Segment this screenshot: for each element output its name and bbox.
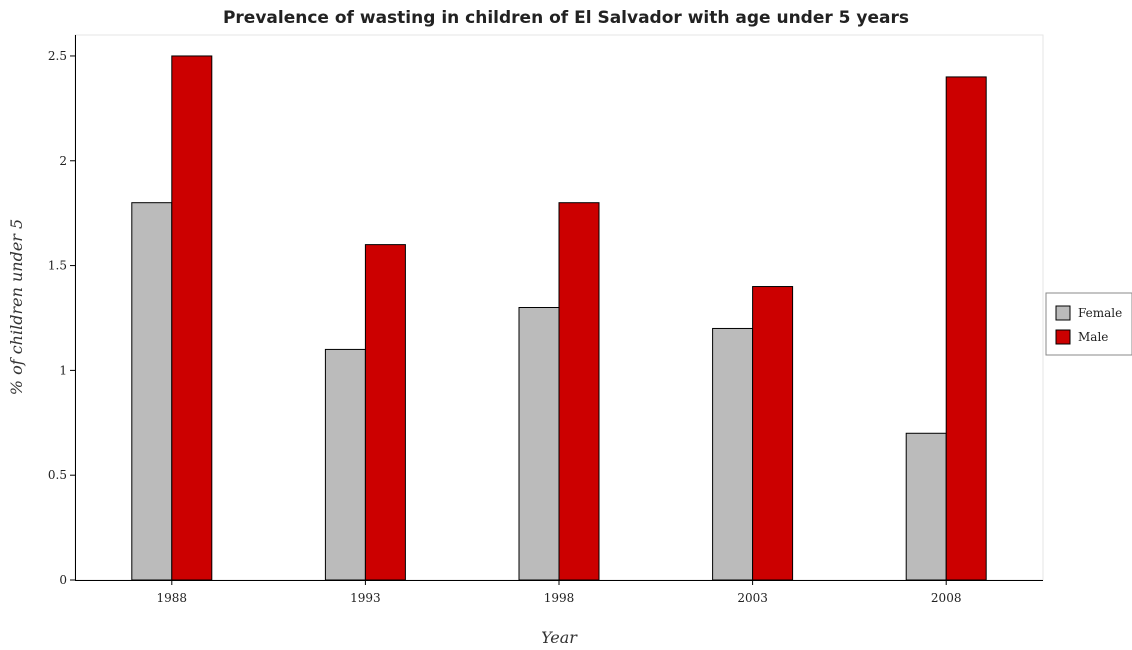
legend-box (1045, 292, 1132, 356)
y-tick-label: 0.5 (48, 468, 67, 482)
y-ticks-group: 0 0.5 1 1.5 2 2.5 (48, 49, 75, 587)
legend-swatch-male (1055, 329, 1071, 345)
bar-male-1993 (364, 244, 406, 581)
bar-female-1993 (324, 348, 366, 581)
bar-male-2008 (945, 76, 987, 581)
x-tick-label: 1998 (544, 591, 575, 605)
x-tick-label: 1988 (157, 591, 188, 605)
y-axis-title: % of children under 5 (7, 219, 26, 395)
legend-swatch-female (1055, 305, 1071, 321)
bar-female-2008 (905, 432, 947, 581)
bar-male-1988 (171, 55, 213, 581)
bar-female-1988 (131, 202, 173, 581)
x-ticks-group: 1988 1993 1998 2003 2008 (157, 580, 962, 605)
legend-label-female: Female (1078, 306, 1122, 320)
y-tick-label: 2 (59, 154, 67, 168)
bars-group (131, 55, 987, 581)
x-tick-label: 2008 (931, 591, 962, 605)
y-tick-label: 1.5 (48, 259, 67, 273)
y-tick-label: 0 (59, 573, 67, 587)
bar-female-1998 (518, 307, 560, 581)
legend: Female Male (1045, 292, 1132, 356)
bar-female-2003 (712, 327, 754, 581)
bar-male-2003 (752, 286, 794, 581)
legend-label-male: Male (1078, 330, 1108, 344)
y-tick-label: 2.5 (48, 49, 67, 63)
y-tick-label: 1 (59, 363, 67, 377)
x-tick-label: 2003 (737, 591, 768, 605)
chart-title: Prevalence of wasting in children of El … (222, 8, 910, 28)
bar-male-1998 (558, 202, 600, 581)
x-tick-label: 1993 (350, 591, 381, 605)
x-axis-title: Year (541, 628, 578, 647)
